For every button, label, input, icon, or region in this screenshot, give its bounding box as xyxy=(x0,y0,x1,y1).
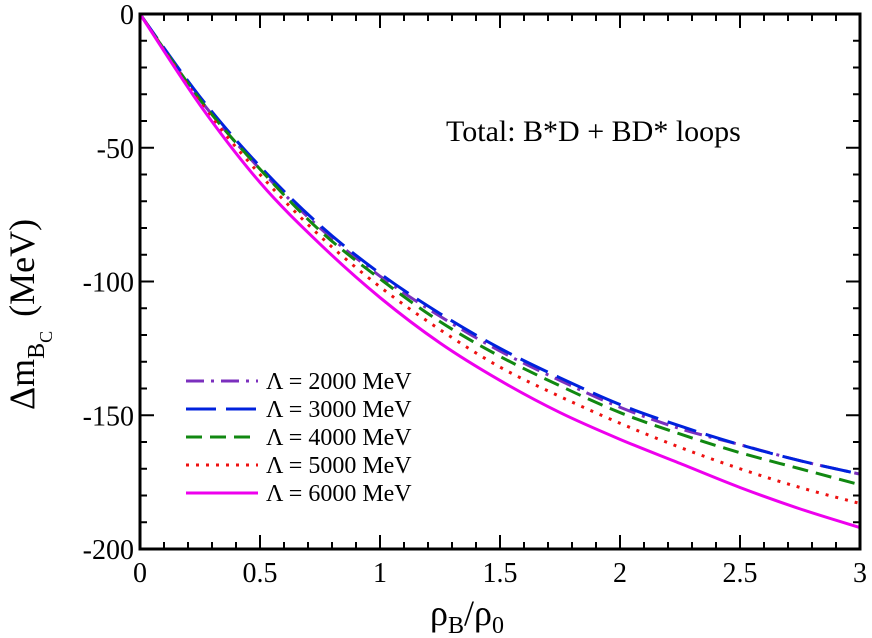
legend-label: Λ = 2000 MeV xyxy=(266,369,412,395)
series-line-4 xyxy=(138,13,861,505)
y-tick-label: -100 xyxy=(83,268,134,299)
x-tick-label: 0.5 xyxy=(243,558,278,589)
x-tick-label: 2.5 xyxy=(723,558,758,589)
x-axis-title: ρB/ρ0 xyxy=(430,593,504,638)
legend-label: Λ = 6000 MeV xyxy=(266,481,412,507)
y-axis-title: ΔmBC(MeV) xyxy=(2,219,56,410)
x-tick-label: 1.5 xyxy=(483,558,518,589)
series-line-1 xyxy=(138,13,861,476)
legend-label: Λ = 5000 MeV xyxy=(266,453,412,479)
series-line-5 xyxy=(138,13,861,530)
y-tick-label: -200 xyxy=(83,535,134,566)
x-tick-label: 1 xyxy=(373,558,387,589)
legend-label: Λ = 4000 MeV xyxy=(266,425,412,451)
y-tick-label: -50 xyxy=(97,134,134,165)
annotation: Total: B*D + BD* loops xyxy=(446,115,741,148)
x-tick-label: 2 xyxy=(613,558,627,589)
x-tick-label: 0 xyxy=(133,558,147,589)
plot-frame xyxy=(138,12,862,551)
legend-label: Λ = 3000 MeV xyxy=(266,397,412,423)
series-line-2 xyxy=(138,13,861,476)
series-line-3 xyxy=(138,13,861,487)
y-tick-label: -150 xyxy=(83,401,134,432)
x-tick-label: 3 xyxy=(853,558,867,589)
y-tick-label: 0 xyxy=(120,0,134,31)
